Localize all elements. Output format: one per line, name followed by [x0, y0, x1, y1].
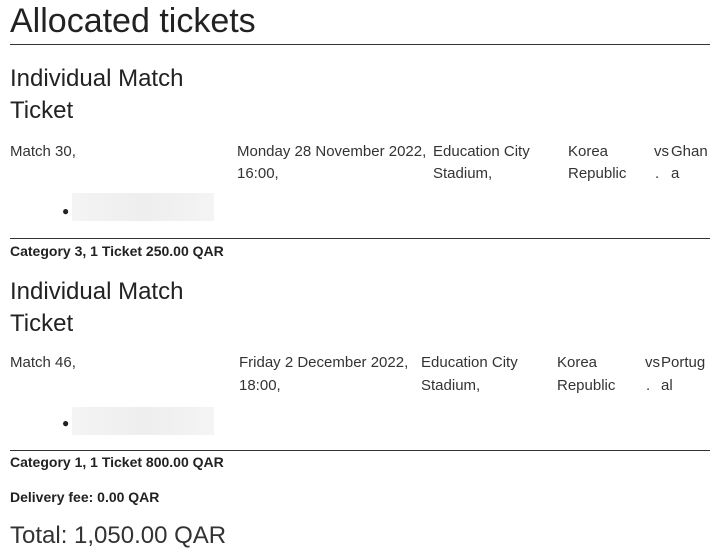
- home-team: Republic: [557, 377, 616, 394]
- home-team: Republic: [568, 165, 627, 182]
- away-team: al: [661, 377, 673, 394]
- ticket-summary: Category 1, 1 Ticket 800.00 QAR: [10, 454, 224, 470]
- divider: [10, 450, 710, 451]
- match-date: Monday 28 November 2022,: [237, 143, 427, 160]
- redacted-seat: [72, 193, 214, 221]
- bullet: ●: [62, 204, 70, 218]
- ticket-type: Individual Match Ticket: [10, 278, 184, 337]
- divider: [10, 238, 710, 239]
- match-number: Match 30,: [10, 143, 76, 160]
- divider: [10, 44, 710, 45]
- vs-label: vs: [654, 143, 669, 160]
- away-team: Ghan: [671, 143, 708, 160]
- delivery-fee: Delivery fee: 0.00 QAR: [10, 489, 160, 505]
- ticket-type: Individual Match Ticket: [10, 65, 184, 124]
- venue: Education City: [421, 354, 518, 371]
- match-time: 18:00,: [239, 377, 281, 394]
- away-team: Portug: [661, 354, 706, 371]
- vs-label: .: [655, 165, 660, 182]
- vs-label: .: [646, 377, 651, 394]
- match-date: Friday 2 December 2022,: [239, 354, 409, 371]
- match-time: 16:00,: [237, 165, 279, 182]
- vs-label: vs: [645, 354, 660, 371]
- venue: Stadium,: [433, 165, 493, 182]
- match-number: Match 46,: [10, 354, 76, 371]
- order-total: Total: 1,050.00 QAR: [10, 522, 227, 549]
- venue: Stadium,: [421, 377, 481, 394]
- venue: Education City: [433, 143, 530, 160]
- home-team: Korea: [568, 143, 609, 160]
- redacted-seat: [72, 407, 214, 435]
- away-team: a: [671, 165, 680, 182]
- ticket-summary: Category 3, 1 Ticket 250.00 QAR: [10, 243, 224, 259]
- home-team: Korea: [557, 354, 598, 371]
- page-title: Allocated tickets: [10, 2, 256, 40]
- bullet: ●: [62, 416, 70, 430]
